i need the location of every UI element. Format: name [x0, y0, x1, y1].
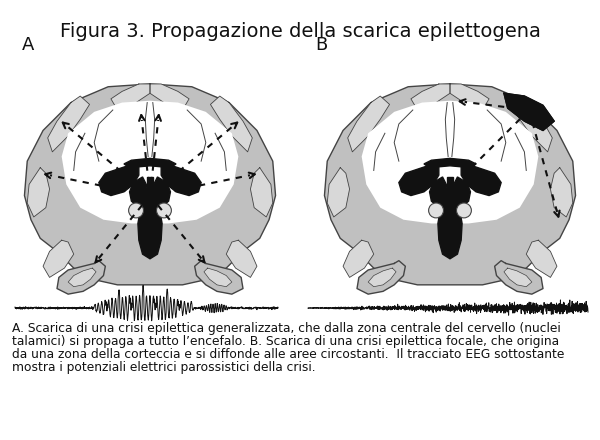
Polygon shape [57, 260, 106, 294]
Polygon shape [424, 158, 476, 168]
Polygon shape [68, 268, 96, 287]
Polygon shape [226, 240, 257, 277]
Polygon shape [504, 268, 532, 287]
Polygon shape [194, 260, 243, 294]
Polygon shape [504, 93, 554, 130]
Polygon shape [25, 84, 275, 285]
Circle shape [457, 203, 472, 218]
Polygon shape [526, 240, 557, 277]
Polygon shape [204, 268, 232, 287]
Polygon shape [99, 164, 139, 195]
Polygon shape [411, 84, 450, 110]
Polygon shape [362, 101, 538, 224]
Polygon shape [550, 168, 573, 217]
Polygon shape [325, 84, 575, 285]
Text: talamici) si propaga a tutto l’encefalo. B. Scarica di una crisi epilettica foca: talamici) si propaga a tutto l’encefalo.… [12, 335, 559, 348]
Polygon shape [450, 84, 489, 110]
Polygon shape [343, 240, 374, 277]
Polygon shape [124, 158, 176, 168]
Polygon shape [461, 164, 501, 195]
Polygon shape [348, 96, 389, 152]
Text: A: A [22, 36, 34, 54]
Circle shape [157, 203, 172, 218]
Polygon shape [147, 177, 153, 208]
Polygon shape [399, 164, 439, 195]
Polygon shape [47, 96, 89, 152]
Polygon shape [150, 84, 189, 110]
Polygon shape [43, 240, 74, 277]
Text: A. Scarica di una crisi epilettica generalizzata, che dalla zona centrale del ce: A. Scarica di una crisi epilettica gener… [12, 322, 561, 335]
Polygon shape [511, 96, 552, 152]
Text: B: B [315, 36, 327, 54]
Polygon shape [438, 201, 462, 259]
Polygon shape [368, 268, 396, 287]
Polygon shape [452, 177, 470, 208]
Polygon shape [494, 260, 543, 294]
Polygon shape [161, 164, 201, 195]
Polygon shape [357, 260, 406, 294]
Polygon shape [27, 168, 50, 217]
Polygon shape [327, 168, 350, 217]
Polygon shape [130, 177, 148, 208]
Polygon shape [138, 201, 162, 259]
Polygon shape [430, 177, 448, 208]
Text: da una zona della corteccia e si diffonde alle aree circostanti.  Il tracciato E: da una zona della corteccia e si diffond… [12, 348, 565, 361]
Polygon shape [447, 177, 453, 208]
Text: Figura 3. Propagazione della scarica epilettogena: Figura 3. Propagazione della scarica epi… [59, 22, 541, 41]
Polygon shape [152, 177, 170, 208]
Text: mostra i potenziali elettrici parossistici della crisi.: mostra i potenziali elettrici parossisti… [12, 361, 316, 374]
Polygon shape [62, 101, 238, 224]
Polygon shape [111, 84, 150, 110]
Circle shape [128, 203, 143, 218]
Polygon shape [250, 168, 273, 217]
Polygon shape [211, 96, 253, 152]
Circle shape [428, 203, 443, 218]
